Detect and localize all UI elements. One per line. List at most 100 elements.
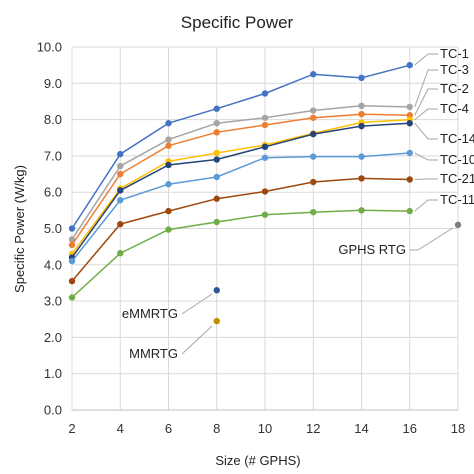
data-point: [117, 249, 124, 257]
series-leader-line: [414, 108, 438, 120]
data-point: [261, 143, 269, 151]
series-leader-line: [414, 69, 438, 108]
y-tick-label: 7.0: [44, 148, 62, 163]
point-label: MMRTG: [129, 346, 178, 361]
data-point: [310, 178, 317, 186]
series-label-tc-14: TC-14: [440, 131, 474, 146]
x-tick-labels: 2 4 6 8 10 12 14 16 18: [68, 421, 465, 436]
data-point: [310, 71, 317, 78]
data-point: [261, 188, 269, 195]
series-line-tc-2: [71, 113, 410, 246]
data-point: [165, 142, 172, 149]
y-tick-label: 10.0: [37, 40, 62, 55]
y-tick-label: 3.0: [44, 294, 62, 309]
data-point: [261, 90, 269, 97]
x-tick-label: 18: [451, 421, 465, 436]
series-label-tc-3: TC-3: [440, 62, 469, 77]
data-point: [358, 207, 365, 214]
data-point: [406, 149, 413, 157]
data-point: [358, 153, 365, 160]
x-axis-label: Size (# GPHS): [215, 453, 300, 468]
data-point: [117, 187, 124, 194]
data-point: [406, 207, 413, 215]
x-tick-label: 16: [403, 421, 417, 436]
standalone-points: GPHS RTG eMMRTG MMRTG: [122, 221, 462, 361]
data-point: [310, 107, 317, 114]
data-point: [117, 150, 124, 158]
series-line-tc-1: [71, 64, 410, 229]
x-tick-label: 14: [354, 421, 368, 436]
y-tick-label: 9.0: [44, 76, 62, 91]
point-emmrtg: [213, 287, 220, 294]
x-tick-label: 4: [117, 421, 124, 436]
series-labels: TC-1TC-3 TC-2 TC-4 TC-14 TC-10 TC-21 TC-11: [414, 46, 474, 212]
data-point: [358, 122, 365, 130]
data-point: [310, 153, 317, 160]
y-tick-label: 5.0: [44, 221, 62, 236]
data-point: [213, 195, 220, 202]
data-point: [213, 149, 220, 157]
data-point: [358, 175, 365, 182]
series-label-tc-11: TC-11: [440, 192, 474, 207]
data-point: [165, 136, 172, 143]
x-tick-label: 10: [258, 421, 272, 436]
series-line-tc-4: [71, 118, 410, 255]
data-point: [406, 176, 413, 183]
data-point: [165, 207, 172, 215]
y-tick-label: 0.0: [44, 403, 62, 418]
data-point: [310, 208, 317, 216]
series-line-tc-10: [71, 152, 410, 262]
data-point: [68, 277, 76, 285]
data-point: [117, 196, 124, 204]
series-leader-line: [414, 88, 438, 116]
data-point: [213, 105, 220, 112]
data-point: [406, 61, 413, 69]
series-leader-line: [414, 199, 438, 212]
data-point: [68, 236, 76, 243]
data-point: [406, 103, 413, 111]
point-leader-line: [181, 325, 213, 355]
series-label-tc-10: TC-10: [440, 152, 474, 167]
data-point: [358, 110, 365, 118]
data-point: [310, 130, 317, 138]
series-leader-line: [414, 53, 438, 66]
data-point: [213, 173, 220, 181]
data-point: [213, 120, 220, 127]
point-leader-line: [181, 293, 213, 315]
series-label-tc-4: TC-4: [440, 101, 469, 116]
y-tick-labels: 0.0 1.0 2.0 3.0 4.0 5.0 6.0 7.0 8.0 9.0 10.0: [37, 40, 62, 418]
point-mmrtg: [213, 317, 220, 325]
y-tick-label: 6.0: [44, 185, 62, 200]
data-point: [406, 120, 413, 127]
point-gphs-rtg: [454, 221, 462, 229]
point-label: eMMRTG: [122, 306, 178, 321]
data-point: [261, 211, 269, 218]
data-point: [165, 226, 172, 233]
data-point: [213, 218, 220, 226]
data-point: [68, 257, 76, 265]
series-line-tc-21: [71, 177, 410, 282]
data-point: [213, 129, 220, 136]
y-tick-label: 2.0: [44, 330, 62, 345]
data-point: [68, 241, 76, 249]
series-label-tc-21: TC-21: [440, 171, 474, 186]
series-lines: [68, 61, 413, 301]
series-label-tc-1: TC-1: [440, 46, 469, 61]
series-leader-line: [414, 122, 438, 140]
point-label: GPHS RTG: [338, 242, 406, 257]
data-point: [165, 181, 172, 188]
series-line-tc-3: [71, 105, 410, 240]
chart-title: Specific Power: [181, 13, 294, 32]
x-tick-label: 2: [68, 421, 75, 436]
x-tick-label: 6: [165, 421, 172, 436]
data-point: [261, 154, 269, 161]
x-tick-label: 8: [213, 421, 220, 436]
data-point: [261, 114, 269, 121]
y-tick-label: 8.0: [44, 112, 62, 127]
data-point: [117, 170, 124, 178]
x-tick-label: 12: [306, 421, 320, 436]
series-line-tc-14: [71, 122, 410, 258]
data-point: [165, 120, 172, 127]
data-point: [358, 102, 365, 110]
